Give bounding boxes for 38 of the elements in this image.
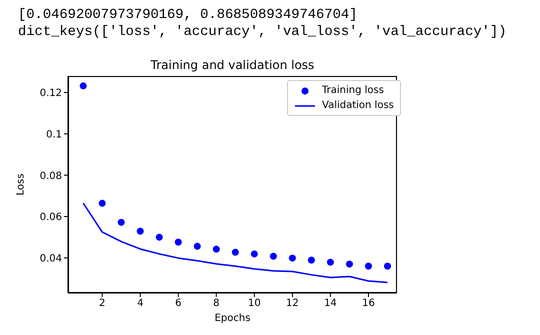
y-tick-label: 0.08 <box>40 170 62 182</box>
point <box>156 234 163 241</box>
point <box>346 260 353 268</box>
x-tick-label: 8 <box>213 298 220 310</box>
line-series <box>82 202 388 284</box>
point <box>232 248 239 256</box>
x-tick-label: 2 <box>99 298 106 310</box>
y-tick-label: 0.12 <box>40 88 62 100</box>
text: [0.04692007973790169, 0.8685089349746704] <box>18 8 358 23</box>
point <box>288 254 296 262</box>
y-tick-label: 0.04 <box>40 253 62 264</box>
point <box>80 82 87 90</box>
point <box>98 200 106 207</box>
point <box>326 258 334 266</box>
y-axis-title: Loss <box>16 174 27 196</box>
point <box>118 218 125 226</box>
x-axis-title: Epochs <box>214 313 252 324</box>
x-tick-label: 4 <box>137 298 144 310</box>
x-tick-label: 14 <box>324 298 337 310</box>
point <box>270 252 277 260</box>
point <box>384 262 391 270</box>
chart-title: Training and validation loss <box>150 58 316 72</box>
y-tick-label: 0.06 <box>40 212 62 224</box>
legend-label: Training loss <box>322 84 384 98</box>
x-tick-label: 10 <box>248 298 261 310</box>
point <box>194 242 201 250</box>
point <box>364 262 372 270</box>
point <box>250 250 258 258</box>
x-tick-label: 12 <box>286 298 299 310</box>
y-tick-label: 0.1 <box>46 129 62 140</box>
x-tick-label: 16 <box>362 298 375 310</box>
text: dict_keys(['loss', 'accuracy', 'val_loss', 'val_accuracy']) <box>18 25 506 40</box>
x-tick-label: 6 <box>175 298 182 310</box>
point <box>136 228 144 235</box>
legend-label: Validation loss <box>322 99 394 113</box>
point <box>212 246 220 253</box>
point <box>308 256 315 264</box>
point <box>174 238 182 246</box>
